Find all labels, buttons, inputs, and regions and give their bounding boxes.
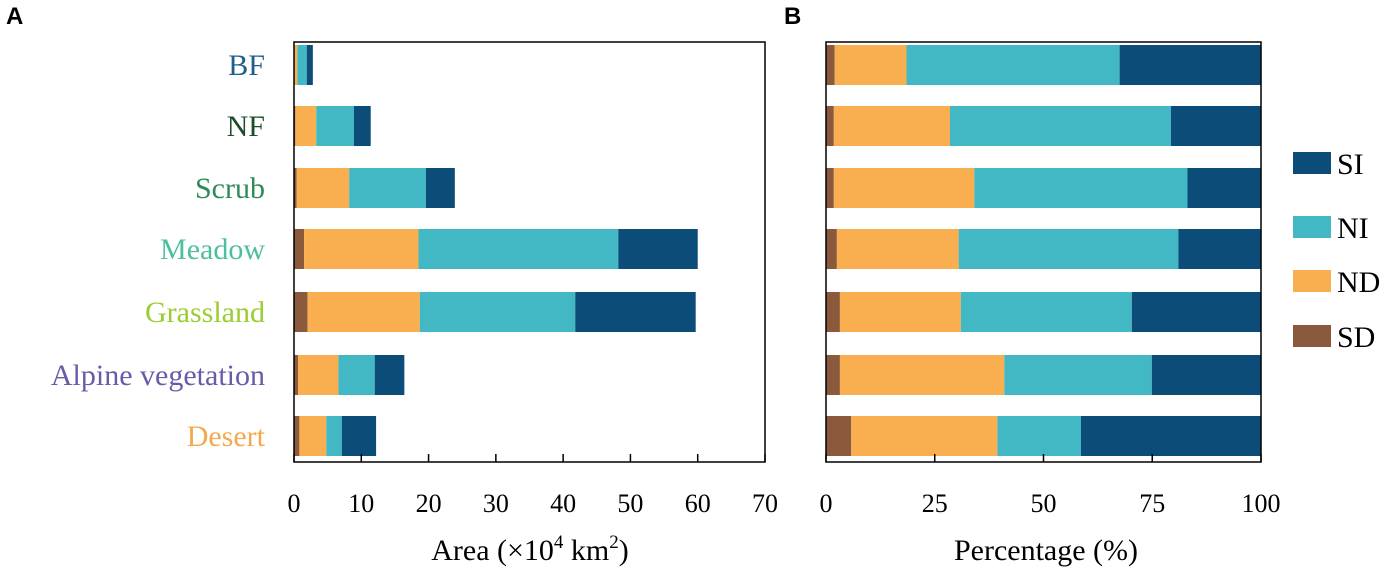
plot-frame-a [293,41,766,463]
bar-b-sd-2 [826,168,834,208]
x-tick-label-b-3: 75 [1139,489,1165,518]
bar-a-ni-1 [316,106,354,146]
bar-b-si-1 [1170,106,1261,146]
bar-a-sd-4 [294,292,308,332]
x-axis-title-b: Percentage (%) [954,534,1138,567]
x-tick-label-a-5: 50 [617,489,643,518]
category-label-0: BF [228,49,265,82]
x-axis-title-a: Area (×104 km2) [431,532,629,567]
legend-swatch-ni [1293,216,1331,238]
x-tick-label-b-0: 0 [820,489,833,518]
bar-a-si-1 [353,106,371,146]
bar-a-nd-3 [304,229,419,269]
legend-label-nd: ND [1337,266,1380,299]
panel-a-chart: BF NF Scrub Meadow Grassland Alpine vegetatio… [51,41,778,518]
bar-b-ni-0 [906,45,1120,85]
category-label-3: Meadow [160,233,265,266]
bar-a-nd-6 [299,416,327,456]
bar-a-nd-2 [296,168,350,208]
x-tick-label-a-6: 60 [685,489,711,518]
legend-swatch-nd [1293,270,1331,292]
bar-b-nd-5 [839,355,1005,395]
bar-a-ni-6 [326,416,342,456]
x-tick-label-a-0: 0 [288,489,301,518]
bar-a-sd-5 [294,355,299,395]
bar-a-ni-0 [297,45,307,85]
bar-a-nd-0 [294,45,298,85]
category-label-5: Alpine vegetation [51,359,265,392]
x-axis-title-a-part2: km [563,534,609,567]
bar-a-ni-3 [418,229,619,269]
x-tick-label-a-7: 70 [752,489,778,518]
x-axis-title-a-part1: Area (×10 [431,534,554,567]
bar-a-nd-1 [295,106,317,146]
bar-a-ni-2 [349,168,426,208]
bar-b-si-0 [1119,45,1261,85]
category-label-1: NF [227,110,265,143]
x-tick-label-b-1: 25 [922,489,948,518]
bar-b-si-5 [1151,355,1261,395]
bar-b-ni-3 [958,229,1179,269]
bar-a-si-0 [306,45,313,85]
category-label-4: Grassland [145,296,265,329]
bar-b-nd-4 [839,292,961,332]
bar-b-ni-2 [974,168,1188,208]
panel-label-b: B [784,3,801,30]
bar-b-nd-6 [851,416,998,456]
x-axis-title-a-sup2: 2 [609,532,619,553]
category-label-2: Scrub [195,172,265,205]
bar-a-si-2 [425,168,455,208]
bar-b-sd-3 [826,229,837,269]
bar-b-nd-2 [833,168,975,208]
legend-label-sd: SD [1337,321,1375,354]
panel-label-a: A [6,3,23,30]
bar-a-sd-6 [294,416,300,456]
bar-a-si-5 [374,355,405,395]
x-tick-label-a-3: 30 [483,489,509,518]
bar-b-sd-6 [826,416,852,456]
bar-a-si-4 [575,292,696,332]
bar-b-si-6 [1080,416,1261,456]
x-axis-title-a-part3: ) [619,534,629,567]
x-tick-label-a-4: 40 [550,489,576,518]
bar-b-nd-3 [836,229,959,269]
bar-a-si-6 [341,416,377,456]
x-axis-title-a-sup1: 4 [554,532,564,553]
bar-a-sd-2 [294,168,297,208]
bar-a-si-3 [618,229,698,269]
bar-b-ni-1 [949,106,1171,146]
bar-b-nd-1 [833,106,950,146]
bar-b-ni-4 [960,292,1132,332]
bar-b-sd-5 [826,355,840,395]
bar-b-si-2 [1187,168,1261,208]
legend: SI NI ND SD [1293,148,1380,354]
bar-b-nd-0 [834,45,907,85]
legend-label-ni: NI [1337,212,1369,245]
x-tick-label-a-1: 10 [348,489,374,518]
legend-label-si: SI [1337,148,1364,181]
legend-swatch-sd [1293,325,1331,347]
bar-a-ni-4 [419,292,576,332]
category-label-6: Desert [187,420,266,453]
bar-b-ni-6 [997,416,1081,456]
legend-swatch-si [1293,152,1331,174]
bar-b-sd-0 [826,45,835,85]
x-tick-label-b-4: 100 [1242,489,1281,518]
bar-b-sd-1 [826,106,834,146]
bar-b-si-4 [1131,292,1261,332]
bar-b-sd-4 [826,292,840,332]
bar-a-nd-5 [298,355,339,395]
panel-b-chart: 0 25 50 75 100 [820,41,1281,518]
bar-a-nd-4 [307,292,420,332]
bar-a-ni-5 [338,355,375,395]
bar-b-si-3 [1178,229,1261,269]
x-tick-label-b-2: 50 [1031,489,1057,518]
bar-a-sd-3 [294,229,305,269]
x-tick-label-a-2: 20 [416,489,442,518]
bar-b-ni-5 [1004,355,1152,395]
